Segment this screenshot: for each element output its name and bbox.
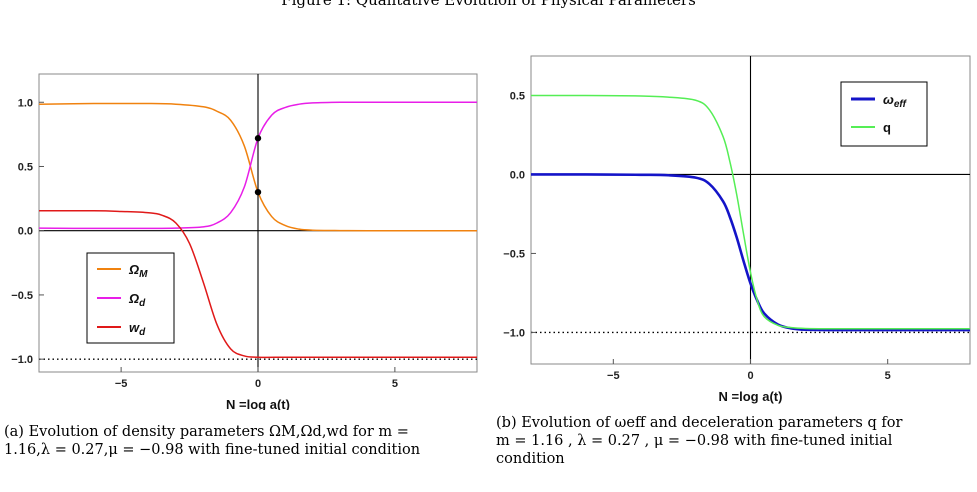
y-tick-label-a-1: 0.5 bbox=[18, 161, 33, 173]
x-axis-label-b: N =log a(t) bbox=[719, 389, 783, 404]
legend-label-b-1: q bbox=[883, 120, 891, 135]
marker-point-a-1 bbox=[254, 188, 262, 196]
x-tick-label-b-0: −5 bbox=[607, 370, 620, 382]
caption-a-line1: Evolution of density parameters ΩM,Ωd,wd… bbox=[28, 424, 409, 440]
caption-b: (b) Evolution of ωeff and deceleration p… bbox=[496, 414, 970, 468]
series-line-a-2 bbox=[38, 210, 477, 359]
y-tick-label-a-4: −1.0 bbox=[11, 354, 33, 366]
series-line-b-0 bbox=[530, 173, 970, 332]
y-tick-label-b-2: −0.5 bbox=[503, 248, 525, 260]
legend-box-b bbox=[840, 81, 928, 147]
y-tick-label-b-3: −1.0 bbox=[503, 327, 525, 339]
series-line-b-1 bbox=[530, 94, 970, 330]
caption-b-line1: Evolution of ωeff and deceleration param… bbox=[521, 415, 903, 431]
x-tick-label-a-0: −5 bbox=[115, 378, 128, 390]
y-tick-label-a-2: 0.0 bbox=[18, 226, 33, 238]
caption-a: (a) Evolution of density parameters ΩM,Ω… bbox=[4, 423, 474, 459]
caption-b-line3: condition bbox=[496, 451, 565, 467]
x-tick-label-b-1: 0 bbox=[747, 370, 753, 382]
y-tick-label-b-0: 0.5 bbox=[510, 90, 525, 102]
caption-b-line2: m = 1.16 , λ = 0.27 , μ = −0.98 with fin… bbox=[496, 433, 893, 449]
y-tick-label-a-3: −0.5 bbox=[11, 290, 33, 302]
y-tick-label-a-0: 1.0 bbox=[18, 97, 33, 109]
marker-point-a-0 bbox=[254, 135, 262, 142]
figure-title: Figure 1: Qualitative Evolution of Physi… bbox=[281, 0, 696, 9]
figure-title-strip: Figure 1: Qualitative Evolution of Physi… bbox=[0, 0, 977, 14]
x-tick-label-a-2: 5 bbox=[392, 378, 398, 390]
x-tick-label-a-1: 0 bbox=[255, 378, 261, 390]
caption-a-tag: (a) bbox=[4, 424, 24, 440]
caption-b-tag: (b) bbox=[496, 415, 517, 431]
caption-a-line2: 1.16,λ = 0.27,μ = −0.98 with fine-tuned … bbox=[4, 442, 421, 458]
y-tick-label-b-1: 0.0 bbox=[510, 169, 525, 181]
x-axis-label-a: N =log a(t) bbox=[226, 397, 290, 410]
x-tick-label-b-2: 5 bbox=[885, 370, 891, 382]
